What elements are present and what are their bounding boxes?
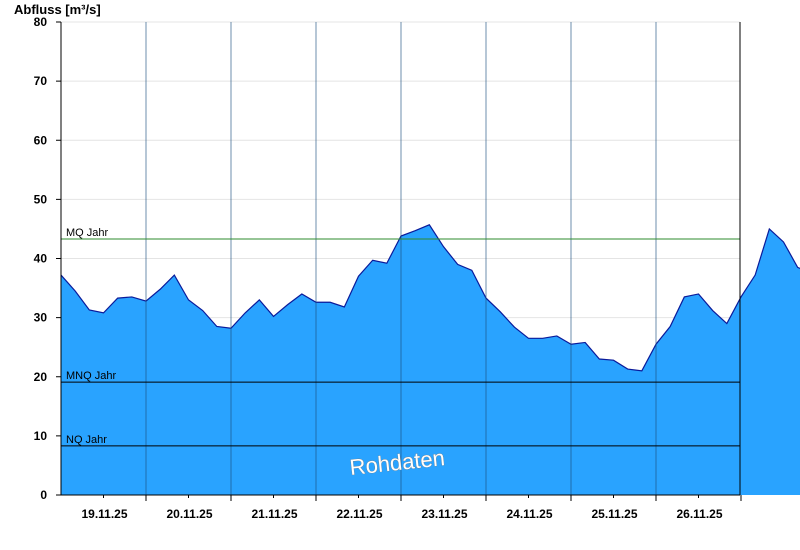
x-tick-label: 25.11.25 xyxy=(591,507,637,521)
x-tick-label: 24.11.25 xyxy=(506,507,552,521)
x-tick-label: 20.11.25 xyxy=(166,507,212,521)
y-axis-title: Abfluss [m³/s] xyxy=(14,2,101,17)
x-tick-label: 21.11.25 xyxy=(251,507,297,521)
y-tick-label: 70 xyxy=(34,74,48,88)
y-tick-label: 10 xyxy=(34,429,48,443)
day-divider-lines xyxy=(145,22,657,495)
reference-line-label: MNQ Jahr xyxy=(66,370,116,382)
x-tick-label: 22.11.25 xyxy=(336,507,382,521)
y-tick-label: 80 xyxy=(34,15,48,29)
discharge-series xyxy=(60,224,800,495)
x-tick-label: 26.11.25 xyxy=(676,507,722,521)
reference-line-label: MQ Jahr xyxy=(66,227,109,239)
x-tick-labels: 19.11.25 20.11.25 21.11.25 22.11.25 23.11.25… xyxy=(81,507,722,521)
y-tick-label: 50 xyxy=(34,192,48,206)
discharge-area xyxy=(61,224,800,495)
axes xyxy=(56,21,742,501)
y-tick-label: 20 xyxy=(34,370,48,384)
reference-line-label: NQ Jahr xyxy=(66,434,107,446)
y-tick-label: 60 xyxy=(34,133,48,147)
y-tick-label: 40 xyxy=(34,252,48,266)
x-tick-label: 19.11.25 xyxy=(81,507,127,521)
y-tick-label: 0 xyxy=(40,488,47,502)
x-tick-label: 23.11.25 xyxy=(421,507,467,521)
reference-lines: MQ Jahr MNQ Jahr NQ Jahr xyxy=(61,227,740,447)
y-tick-labels: 0 10 20 30 40 50 60 70 80 xyxy=(34,15,48,502)
discharge-line xyxy=(60,224,800,372)
y-tick-label: 30 xyxy=(34,311,48,325)
